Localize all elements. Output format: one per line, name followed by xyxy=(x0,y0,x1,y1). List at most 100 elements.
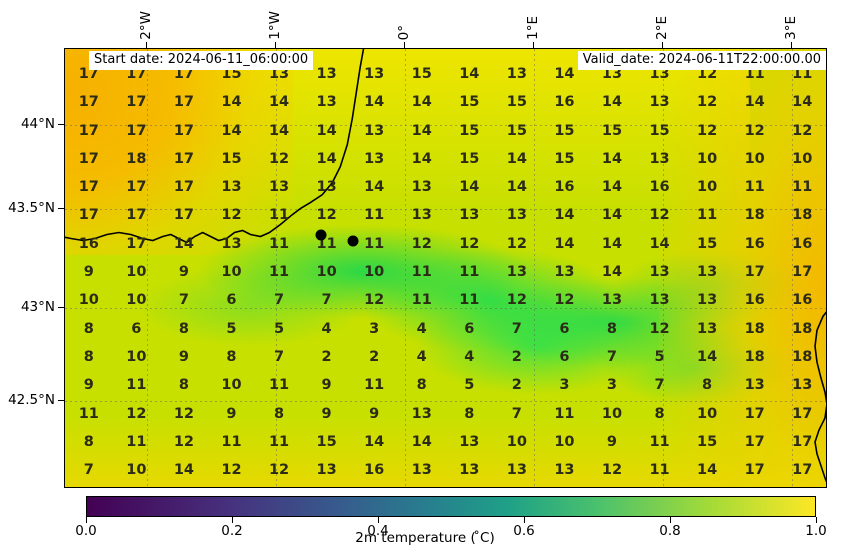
temperature-value-cell: 14 xyxy=(268,94,290,111)
colorbar[interactable]: 0.0 0.2 0.4 0.6 0.8 1.0 xyxy=(75,496,827,539)
longitude-tick-label: 3°E xyxy=(783,16,799,40)
temperature-value-cell: 9 xyxy=(606,433,618,450)
temperature-value-cell: 12 xyxy=(411,235,432,252)
longitude-tick-label: 1°W xyxy=(267,11,283,40)
station-marker-2[interactable] xyxy=(347,235,359,247)
temperature-value-cell: 12 xyxy=(126,405,147,422)
temperature-value-cell: 16 xyxy=(364,462,385,479)
temperature-value-cell: 10 xyxy=(221,377,242,394)
temperature-value-cell: 11 xyxy=(316,235,337,252)
temperature-value-cell: 13 xyxy=(364,122,385,139)
latitude-tick xyxy=(58,208,64,209)
temperature-value-cell: 10 xyxy=(506,433,527,450)
temperature-value-cell: 2 xyxy=(511,377,522,394)
temperature-value-cell: 14 xyxy=(268,122,290,139)
temperature-value-cell: 13 xyxy=(459,462,480,479)
temperature-value-cell: 14 xyxy=(411,122,432,139)
temperature-value-cell: 13 xyxy=(459,433,480,450)
temperature-value-cell: 11 xyxy=(268,433,290,450)
temperature-value-cell: 15 xyxy=(554,150,575,167)
temperature-value-cell: 11 xyxy=(649,433,670,450)
temperature-value-cell: 17 xyxy=(173,94,194,111)
temperature-value-cell: 4 xyxy=(416,320,427,337)
temperature-value-cell: 17 xyxy=(173,66,194,82)
temperature-value-cell: 9 xyxy=(321,377,332,394)
temperature-value-cell: 10 xyxy=(697,405,718,422)
temperature-value-cell: 11 xyxy=(411,292,432,309)
temperature-value-cell: 12 xyxy=(506,235,527,252)
temperature-value-cell: 9 xyxy=(83,264,94,281)
temperature-value-cell: 18 xyxy=(792,320,813,337)
temperature-value-cell: 15 xyxy=(554,122,575,139)
temperature-value-cell: 2 xyxy=(511,348,522,365)
temperature-value-cell: 13 xyxy=(221,235,242,252)
temperature-value-cell: 18 xyxy=(792,207,813,224)
temperature-value-cell: 9 xyxy=(178,264,189,281)
temperature-value-cell: 11 xyxy=(268,377,290,394)
longitude-tick-label: 0° xyxy=(396,24,412,40)
temperature-value-cell: 16 xyxy=(744,292,765,309)
temperature-value-cell: 18 xyxy=(744,348,765,365)
temperature-value-cell: 15 xyxy=(697,235,718,252)
temperature-value-cell: 10 xyxy=(792,150,813,167)
latitude-tick-label: 42.5°N xyxy=(8,392,55,408)
longitude-tick-label: 1°E xyxy=(525,16,541,40)
temperature-value-cell: 14 xyxy=(459,179,480,196)
temperature-value-cell: 8 xyxy=(464,405,475,422)
temperature-value-cell: 14 xyxy=(506,179,527,196)
map-plot-area[interactable]: 17 17 17 15 13 13 13 15 14 13 14 13 13 12 11 11 17 17 17 14… xyxy=(64,48,827,488)
temperature-value-cell: 16 xyxy=(792,235,813,252)
temperature-value-cell: 16 xyxy=(554,94,575,111)
temperature-value-cell: 13 xyxy=(411,207,432,224)
station-marker-1[interactable] xyxy=(315,229,327,241)
temperature-value-cell: 12 xyxy=(506,292,527,309)
temperature-value-cell: 14 xyxy=(601,235,623,252)
temperature-value-cell: 13 xyxy=(649,264,670,281)
temperature-value-cell: 15 xyxy=(411,66,432,82)
temperature-value-cell: 12 xyxy=(697,122,718,139)
temperature-value-cell: 11 xyxy=(78,405,99,422)
colorbar-gradient xyxy=(86,496,816,517)
temperature-value-cell: 17 xyxy=(173,150,194,167)
temperature-value-row: 11 12 12 9 8 9 9 13 8 7 11 10 8 10 17 17 xyxy=(65,407,826,422)
colorbar-tick-label: 0.4 xyxy=(367,523,389,539)
temperature-value-cell: 10 xyxy=(126,348,147,365)
temperature-value-cell: 10 xyxy=(554,433,575,450)
temperature-value-cell: 12 xyxy=(173,405,194,422)
temperature-value-cell: 17 xyxy=(173,122,194,139)
latitude-tick xyxy=(58,307,64,308)
colorbar-tick xyxy=(816,517,817,523)
temperature-value-cell: 14 xyxy=(601,264,623,281)
temperature-value-cell: 15 xyxy=(697,433,718,450)
temperature-value-cell: 13 xyxy=(268,179,290,196)
start-date-banner: Start date: 2024-06-11_06:00:00 xyxy=(89,51,314,71)
temperature-value-cell: 8 xyxy=(83,433,94,450)
colorbar-tick-label: 0.8 xyxy=(659,523,681,539)
temperature-value-cell: 15 xyxy=(459,122,480,139)
temperature-value-cell: 12 xyxy=(221,207,242,224)
temperature-value-cell: 17 xyxy=(744,264,765,281)
temperature-value-cell: 15 xyxy=(316,433,337,450)
temperature-value-cell: 11 xyxy=(792,179,813,196)
temperature-value-cell: 13 xyxy=(554,462,575,479)
temperature-value-cell: 11 xyxy=(364,207,385,224)
temperature-value-cell: 13 xyxy=(601,66,623,82)
temperature-value-cell: 6 xyxy=(464,320,475,337)
temperature-value-row: 17 17 17 14 14 13 14 14 15 15 16 14 13 12 14 14 xyxy=(65,95,826,110)
temperature-value-row: 17 17 17 14 14 14 13 14 15 15 15 15 15 12 12 12 xyxy=(65,124,826,139)
temperature-value-cell: 14 xyxy=(221,122,242,139)
colorbar-tick xyxy=(670,517,671,523)
temperature-value-cell: 12 xyxy=(601,462,623,479)
temperature-value-cell: 11 xyxy=(221,433,242,450)
longitude-tick-label: 2°W xyxy=(138,11,154,40)
temperature-value-row: 17 17 17 13 13 13 14 13 14 14 16 14 16 10 11 11 xyxy=(65,180,826,195)
temperature-value-cell: 18 xyxy=(744,320,765,337)
temperature-value-cell: 13 xyxy=(506,462,527,479)
temperature-value-cell: 9 xyxy=(226,405,237,422)
latitude-tick xyxy=(58,124,64,125)
temperature-value-cell: 10 xyxy=(126,264,147,281)
longitude-tick xyxy=(533,42,534,48)
temperature-value-cell: 13 xyxy=(506,207,527,224)
temperature-value-cell: 14 xyxy=(221,94,242,111)
temperature-value-cell: 5 xyxy=(226,320,237,337)
